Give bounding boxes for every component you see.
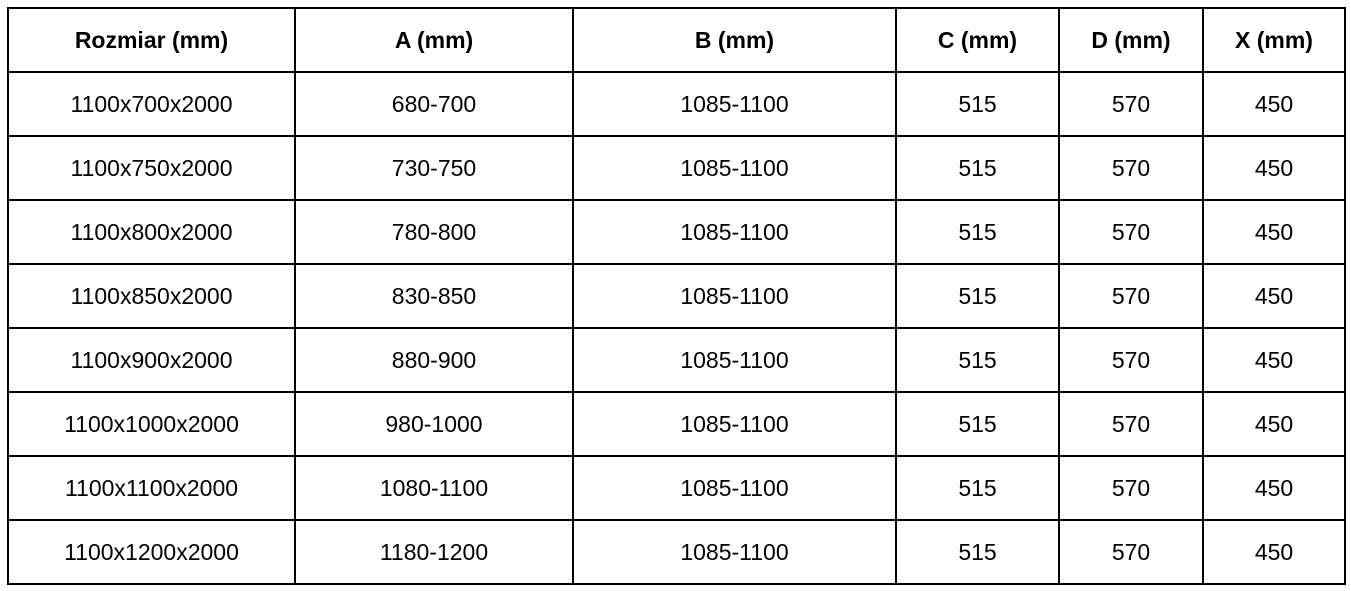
column-header: B (mm) xyxy=(572,7,897,73)
table-row: 1100x1000x2000 980-1000 1085-1100 515 570 450 xyxy=(7,391,1346,457)
table-cell: 450 xyxy=(1202,135,1346,201)
table-cell: 570 xyxy=(1058,71,1204,137)
column-header: A (mm) xyxy=(294,7,574,73)
table-cell: 1100x750x2000 xyxy=(7,135,296,201)
table-cell: 1100x800x2000 xyxy=(7,199,296,265)
table-cell: 1100x900x2000 xyxy=(7,327,296,393)
table-cell: 450 xyxy=(1202,391,1346,457)
table-cell: 450 xyxy=(1202,519,1346,585)
table-cell: 570 xyxy=(1058,263,1204,329)
table-cell: 1100x1000x2000 xyxy=(7,391,296,457)
table-cell: 730-750 xyxy=(294,135,574,201)
table-cell: 1100x700x2000 xyxy=(7,71,296,137)
column-header: D (mm) xyxy=(1058,7,1204,73)
table-cell: 515 xyxy=(895,455,1060,521)
table-cell: 780-800 xyxy=(294,199,574,265)
table-cell: 515 xyxy=(895,391,1060,457)
table-cell: 570 xyxy=(1058,391,1204,457)
table-cell: 1085-1100 xyxy=(572,327,897,393)
table-cell: 1085-1100 xyxy=(572,455,897,521)
table-cell: 1085-1100 xyxy=(572,391,897,457)
table-cell: 570 xyxy=(1058,455,1204,521)
column-header: Rozmiar (mm) xyxy=(7,7,296,73)
table-cell: 1085-1100 xyxy=(572,135,897,201)
table-cell: 570 xyxy=(1058,519,1204,585)
table-cell: 450 xyxy=(1202,327,1346,393)
table-cell: 1180-1200 xyxy=(294,519,574,585)
table-cell: 515 xyxy=(895,263,1060,329)
table-cell: 1085-1100 xyxy=(572,519,897,585)
table-cell: 1085-1100 xyxy=(572,263,897,329)
table-cell: 1100x850x2000 xyxy=(7,263,296,329)
column-header: X (mm) xyxy=(1202,7,1346,73)
table-cell: 450 xyxy=(1202,455,1346,521)
table-cell: 515 xyxy=(895,71,1060,137)
table-cell: 1085-1100 xyxy=(572,199,897,265)
table-cell: 880-900 xyxy=(294,327,574,393)
table-cell: 1085-1100 xyxy=(572,71,897,137)
table-row: 1100x850x2000 830-850 1085-1100 515 570 450 xyxy=(7,263,1346,329)
column-header: C (mm) xyxy=(895,7,1060,73)
table-cell: 570 xyxy=(1058,135,1204,201)
table-cell: 450 xyxy=(1202,199,1346,265)
table-cell: 515 xyxy=(895,135,1060,201)
table-cell: 1100x1100x2000 xyxy=(7,455,296,521)
table-row: 1100x900x2000 880-900 1085-1100 515 570 450 xyxy=(7,327,1346,393)
table-row: 1100x1100x2000 1080-1100 1085-1100 515 570 45… xyxy=(7,455,1346,521)
table-row: 1100x800x2000 780-800 1085-1100 515 570 450 xyxy=(7,199,1346,265)
dimensions-table: Rozmiar (mm) A (mm) B (mm) C (mm) D (mm) X (m… xyxy=(7,7,1346,585)
table-cell: 1080-1100 xyxy=(294,455,574,521)
table-cell: 515 xyxy=(895,519,1060,585)
table-row: 1100x700x2000 680-700 1085-1100 515 570 450 xyxy=(7,71,1346,137)
table-cell: 515 xyxy=(895,199,1060,265)
table-row: 1100x750x2000 730-750 1085-1100 515 570 450 xyxy=(7,135,1346,201)
header-row: Rozmiar (mm) A (mm) B (mm) C (mm) D (mm) X (m… xyxy=(7,7,1346,73)
table-row: 1100x1200x2000 1180-1200 1085-1100 515 570 45… xyxy=(7,519,1346,585)
table-cell: 830-850 xyxy=(294,263,574,329)
table-cell: 570 xyxy=(1058,199,1204,265)
table-cell: 450 xyxy=(1202,71,1346,137)
table-cell: 515 xyxy=(895,327,1060,393)
table-cell: 570 xyxy=(1058,327,1204,393)
table-cell: 980-1000 xyxy=(294,391,574,457)
table-cell: 680-700 xyxy=(294,71,574,137)
table-cell: 1100x1200x2000 xyxy=(7,519,296,585)
table-cell: 450 xyxy=(1202,263,1346,329)
